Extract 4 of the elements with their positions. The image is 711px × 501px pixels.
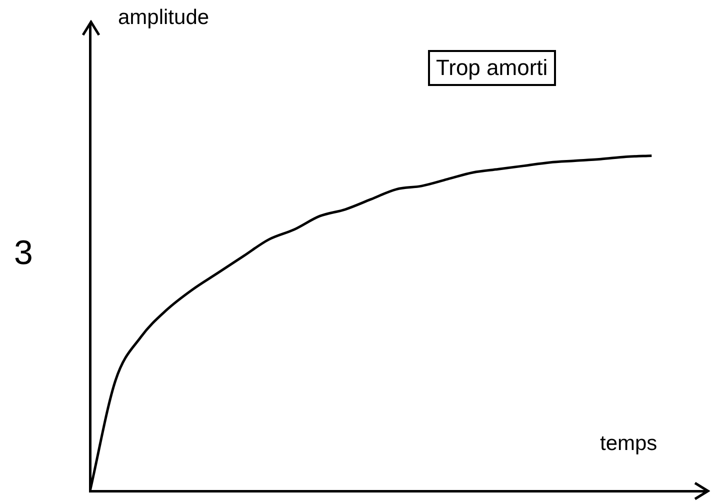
chart-title: Trop amorti bbox=[428, 50, 556, 86]
text: amplitude bbox=[118, 6, 210, 30]
x-axis-title: temps bbox=[600, 432, 658, 456]
text: 3 bbox=[14, 234, 33, 273]
